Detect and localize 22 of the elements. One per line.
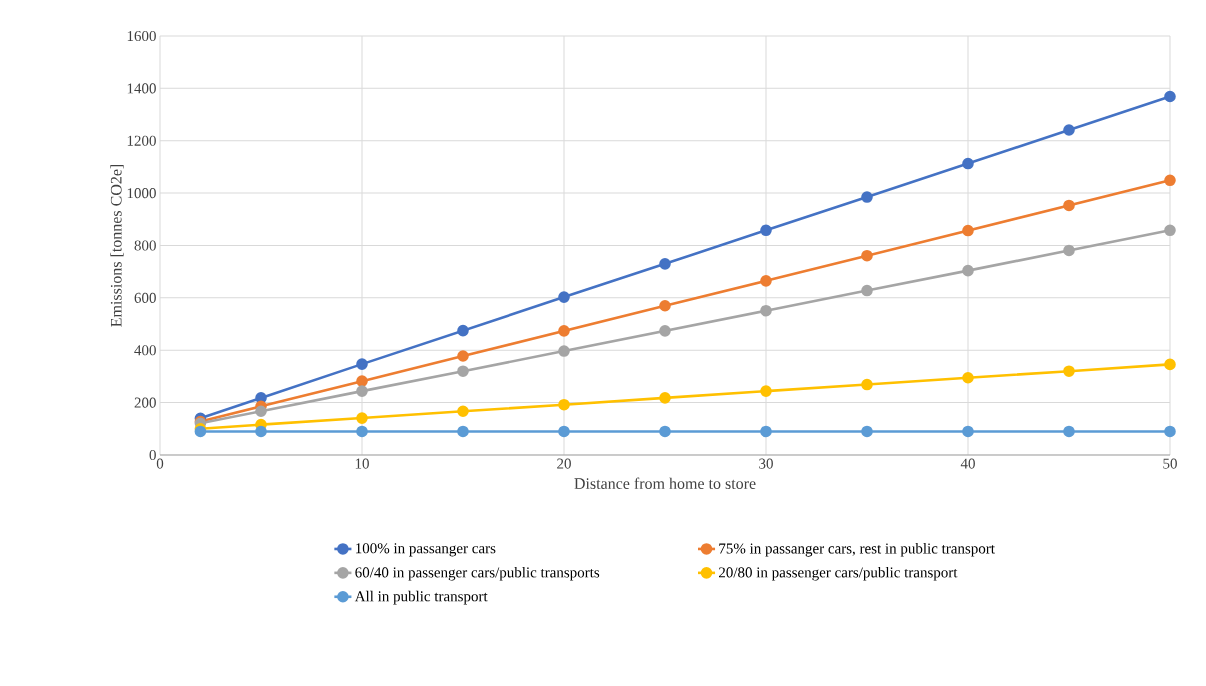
legend-label: All in public transport bbox=[354, 590, 488, 605]
y-tick-label: 1000 bbox=[127, 188, 156, 199]
y-tick-label: 1200 bbox=[127, 135, 156, 146]
y-tick-label: 1400 bbox=[127, 83, 156, 94]
x-tick-label: 40 bbox=[960, 458, 975, 469]
y-tick-label: 400 bbox=[134, 345, 156, 356]
y-axis-title: Emissions [tonnes CO2e] bbox=[110, 164, 124, 327]
x-tick-label: 30 bbox=[759, 458, 773, 469]
legend-label: 60/40 in passenger cars/public transports bbox=[355, 566, 600, 581]
legend-label: 100% in passanger cars bbox=[356, 543, 496, 557]
y-tick-label: 800 bbox=[134, 240, 156, 251]
y-tick-label: 200 bbox=[134, 397, 156, 408]
x-tick-label: 20 bbox=[557, 458, 571, 469]
y-tick-label: 1600 bbox=[127, 30, 156, 42]
legend-label: 75% in passanger cars, rest in public transport bbox=[719, 543, 995, 557]
legend-label: 20/80 in passenger cars/public transport bbox=[719, 566, 958, 581]
x-tick-label: 10 bbox=[355, 458, 369, 469]
x-tick-label: 0 bbox=[156, 458, 164, 469]
y-tick-label: 600 bbox=[134, 292, 156, 303]
x-tick-label: 50 bbox=[1163, 458, 1177, 469]
x-axis-title: Distance from home to store bbox=[574, 477, 756, 489]
y-tick-label: 0 bbox=[149, 449, 156, 461]
